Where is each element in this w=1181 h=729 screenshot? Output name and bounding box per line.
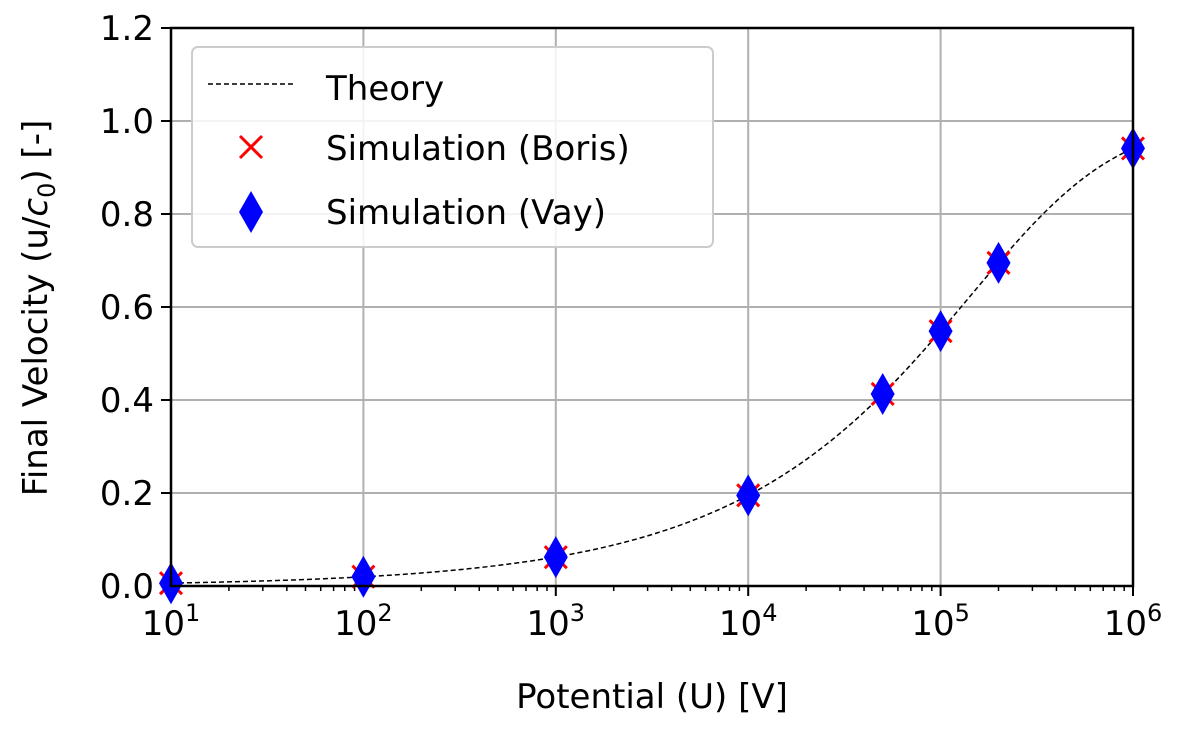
x-minor-ticks (228, 586, 1125, 591)
legend: Theory Simulation (Boris) Simulation (Va… (191, 46, 714, 248)
legend-boris-label: Simulation (Boris) (326, 129, 630, 169)
y-axis-label: Final Velocity (u/c0) [-] (16, 120, 61, 496)
x-axis-label: Potential (U) [V] (516, 677, 788, 717)
vay-series (159, 127, 1145, 605)
theory-series (170, 147, 1134, 584)
y-axis-label-italic: c (16, 198, 56, 217)
theory-line (170, 147, 1134, 584)
y-axis-label-after: ) [-] (16, 120, 56, 183)
vay-point (928, 310, 953, 353)
x-tick-label: 103 (527, 599, 586, 644)
x-tick-label: 102 (334, 599, 393, 644)
y-tick-label: 0.4 (100, 381, 154, 421)
vay-point (351, 555, 376, 598)
legend-theory-label: Theory (325, 69, 444, 109)
legend-vay-swatch (239, 191, 263, 233)
x-tick-label: 104 (719, 599, 778, 644)
y-tick-label: 1.2 (100, 9, 154, 49)
y-tick-label: 0.2 (100, 474, 154, 514)
y-tick-label: 0.8 (100, 195, 154, 235)
vay-point (543, 536, 568, 579)
legend-vay-label: Simulation (Vay) (326, 193, 606, 233)
vay-point (986, 241, 1011, 284)
x-tick-label: 101 (142, 599, 201, 644)
plot-frame (169, 26, 1135, 588)
vay-point (870, 372, 895, 415)
vay-point (736, 474, 761, 517)
legend-boris-swatch (238, 134, 264, 160)
y-axis-label-before: Final Velocity (u/ (16, 216, 56, 496)
y-tick-label: 0.6 (100, 288, 154, 328)
legend-box (191, 46, 714, 248)
tick-labels: 101 102 103 104 105 106 0.0 0.2 0.4 0.6 0.8 1.0 1.2 (100, 9, 1162, 644)
y-tick-label: 0.0 (100, 567, 154, 607)
y-axis-label-sub: 0 (33, 183, 61, 198)
x-tick-label: 105 (911, 599, 970, 644)
y-tick-label: 1.0 (100, 102, 154, 142)
x-tick-label: 106 (1104, 599, 1163, 644)
